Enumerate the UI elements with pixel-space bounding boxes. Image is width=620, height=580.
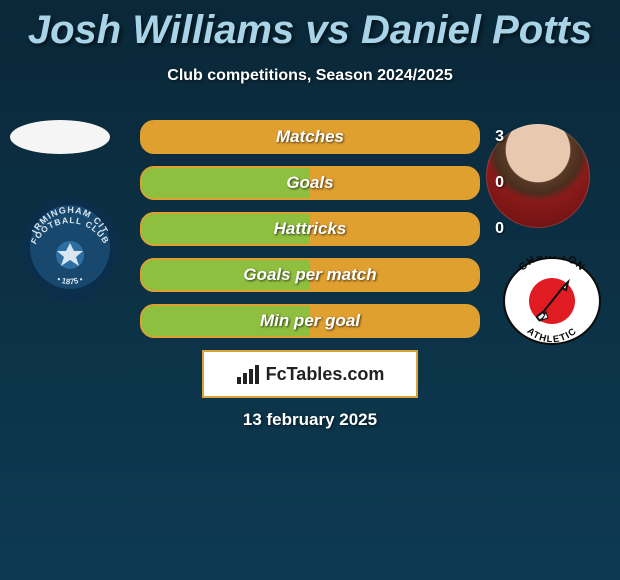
stat-right-value: 0: [495, 220, 504, 238]
stat-row: Goals0: [140, 166, 480, 200]
stat-label: Goals per match: [142, 260, 478, 290]
stat-right-value: 3: [495, 128, 504, 146]
page-title: Josh Williams vs Daniel Potts: [0, 0, 620, 53]
stats-list: Matches3 Goals0 Hattricks0 Goals per match M…: [140, 120, 480, 350]
stat-right-value: 0: [495, 174, 504, 192]
stat-row: Hattricks0: [140, 212, 480, 246]
player1-club-crest: BIRMINGHAM CITY FOOTBALL CLUB • 1875 •: [20, 195, 120, 311]
player1-avatar-placeholder: [10, 120, 110, 154]
subtitle: Club competitions, Season 2024/2025: [0, 67, 620, 85]
brand-icon: [236, 363, 260, 385]
player2-club-crest: CHARLTON ATHLETIC: [502, 256, 602, 346]
stat-row: Goals per match: [140, 258, 480, 292]
stat-label: Goals: [142, 168, 478, 198]
stat-label: Matches: [142, 122, 478, 152]
stat-label: Min per goal: [142, 306, 478, 336]
stat-row: Matches3: [140, 120, 480, 154]
brand-badge: FcTables.com: [202, 350, 418, 398]
stat-label: Hattricks: [142, 214, 478, 244]
stat-row: Min per goal: [140, 304, 480, 338]
brand-text: FcTables.com: [266, 364, 385, 385]
date-text: 13 february 2025: [0, 410, 620, 430]
